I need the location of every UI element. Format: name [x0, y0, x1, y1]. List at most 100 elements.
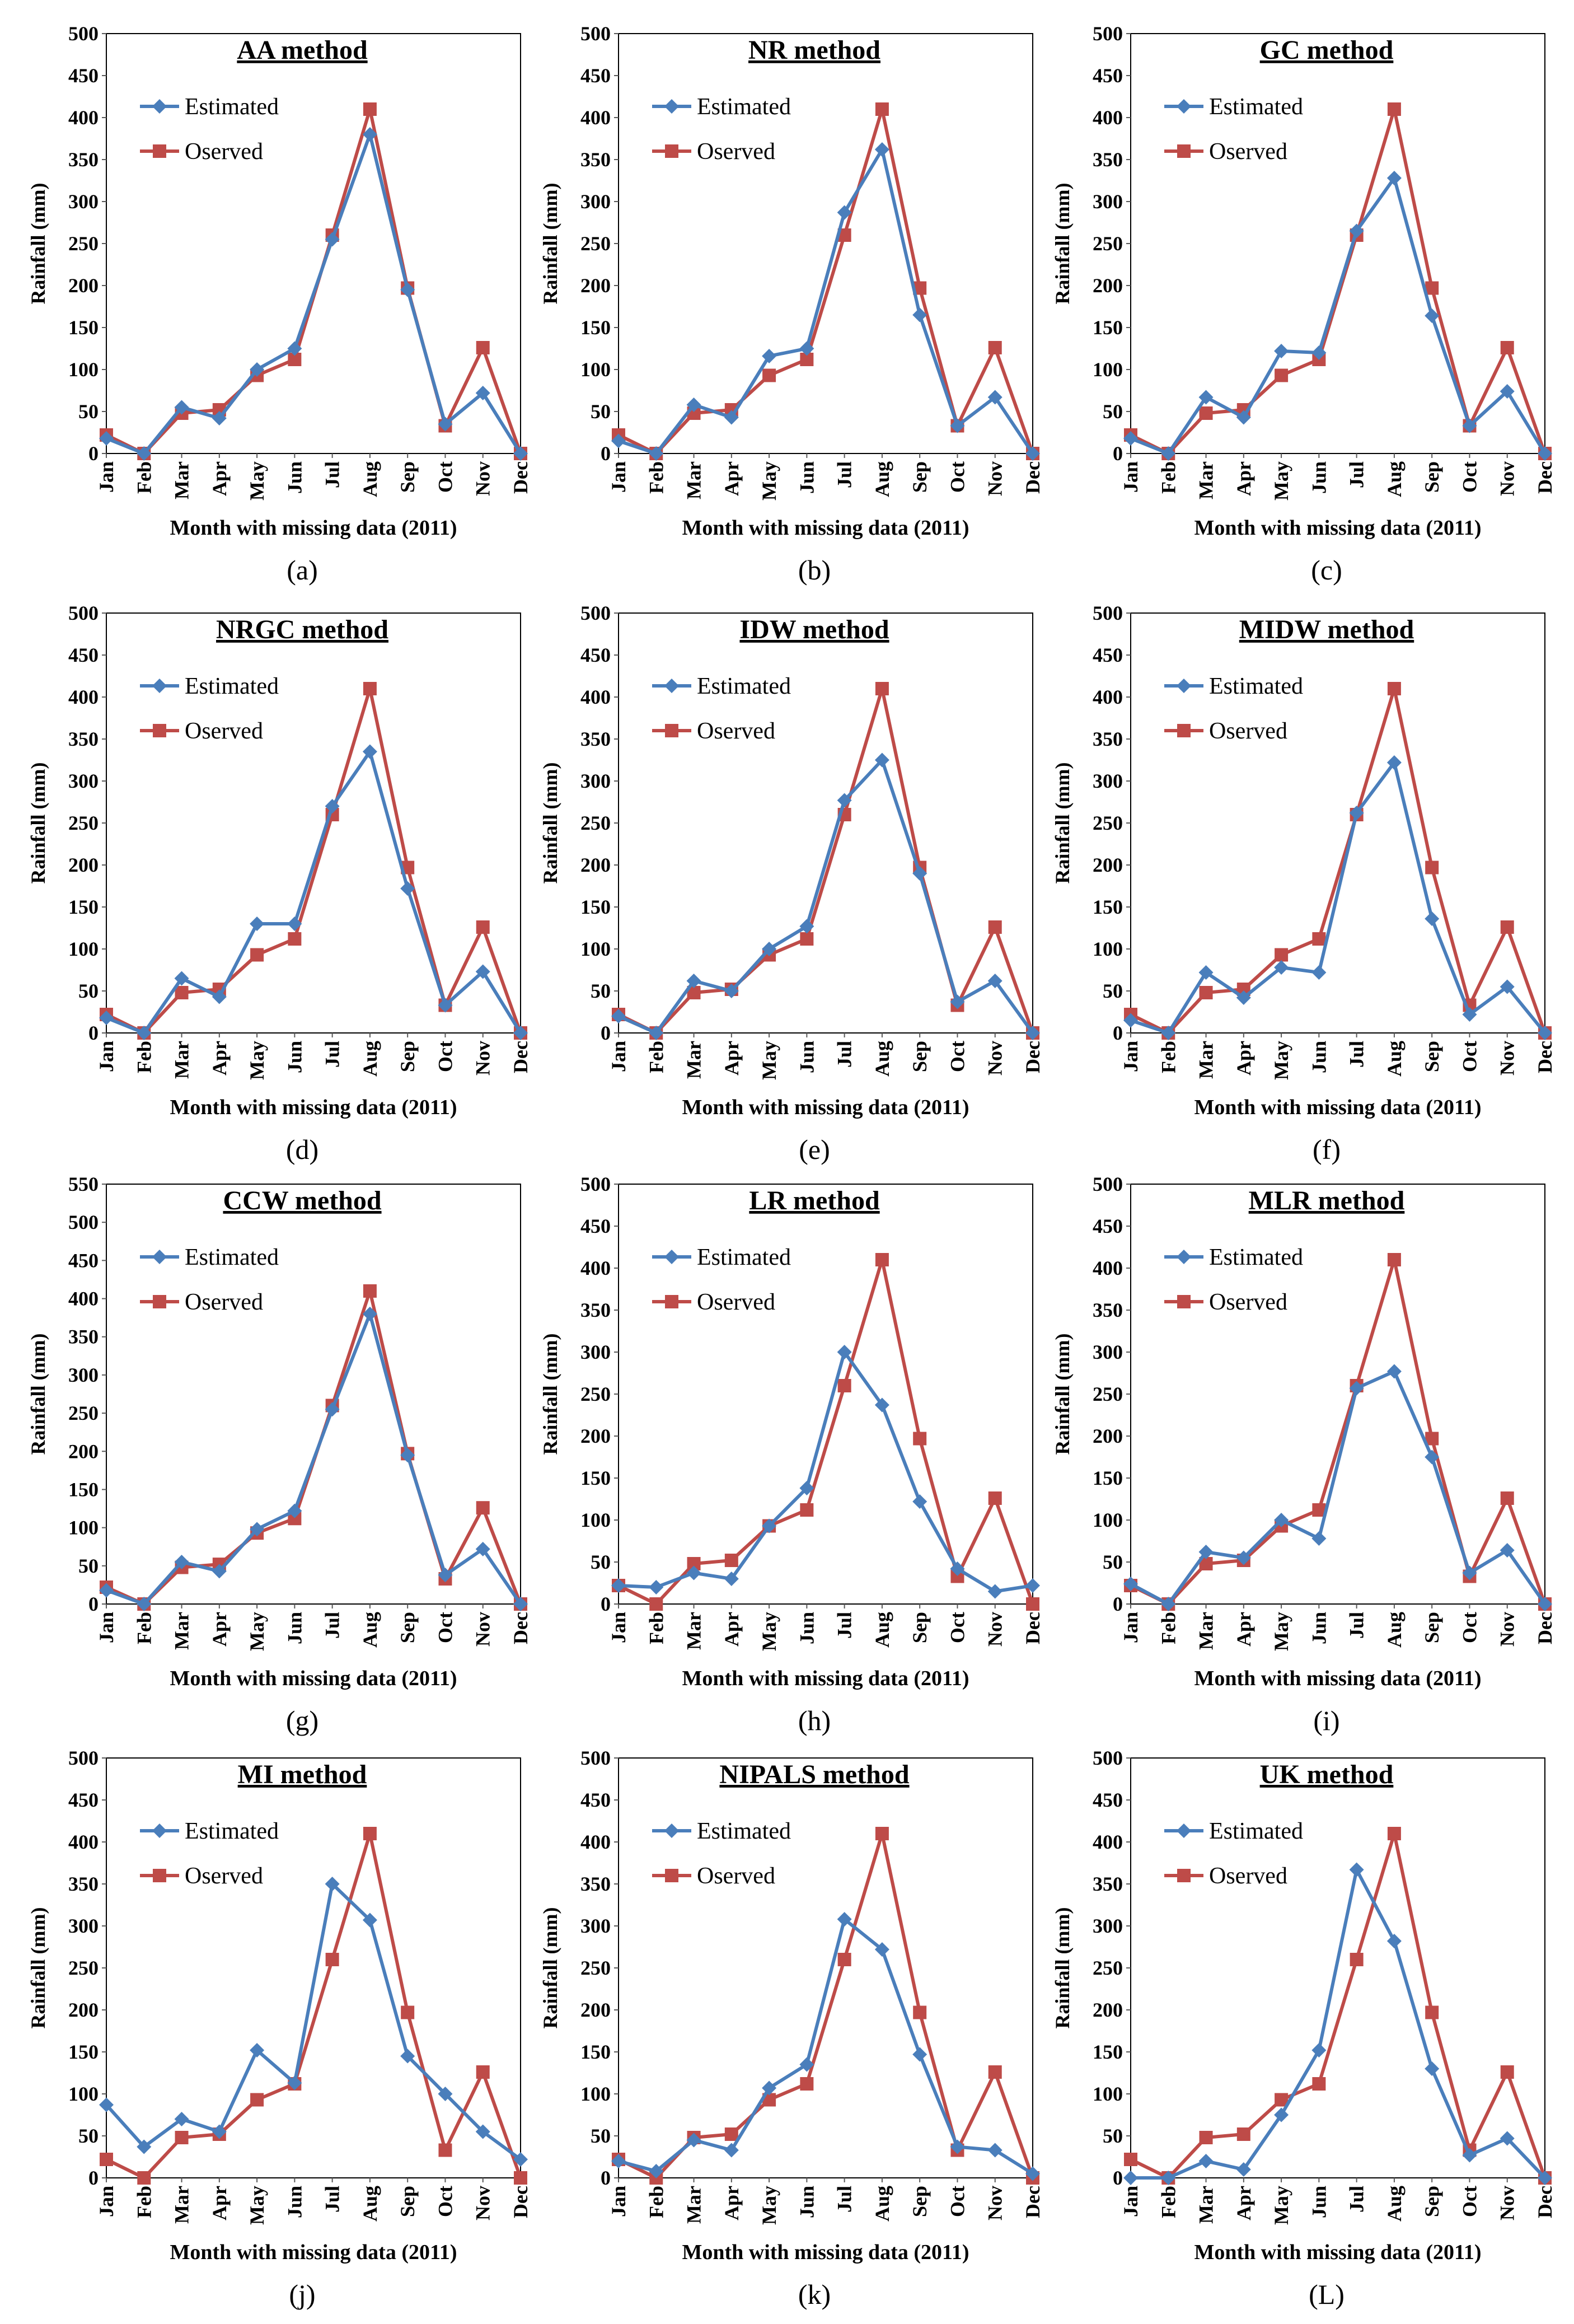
y-tick-label: 300	[68, 190, 99, 213]
data-point-observed	[913, 2005, 927, 2019]
x-tick-label: Feb	[1157, 1041, 1179, 1073]
y-tick-label: 450	[1093, 1789, 1123, 1811]
plot-frame	[618, 612, 1033, 1034]
x-axis-label: Month with missing data (2011)	[682, 2241, 969, 2264]
legend-label: Estimated	[697, 94, 791, 120]
data-point-estimated	[287, 1503, 302, 1518]
x-tick-label: Nov	[1496, 1612, 1519, 1647]
legend-label: Oserved	[697, 718, 775, 744]
data-point-estimated	[799, 2057, 814, 2072]
data-point-estimated	[611, 2154, 626, 2168]
x-tick-label: Aug	[359, 461, 381, 497]
data-point-observed	[724, 2127, 738, 2141]
y-axis-label: Rainfall (mm)	[27, 1907, 49, 2029]
legend-marker-diamond	[1177, 99, 1191, 114]
data-point-observed	[988, 341, 1002, 354]
x-tick-label: Apr	[1233, 1041, 1255, 1076]
data-point-estimated	[987, 974, 1003, 988]
chart-title: MI method	[238, 1760, 367, 1789]
data-point-observed	[800, 932, 814, 946]
x-tick-label: Jan	[607, 1612, 630, 1643]
data-point-estimated	[99, 1583, 114, 1598]
x-tick-label: Feb	[133, 461, 155, 494]
x-tick-label: Jan	[1119, 1612, 1142, 1643]
x-tick-label: Dec	[1022, 461, 1044, 494]
y-tick-label: 0	[88, 1593, 99, 1615]
data-point-estimated	[1025, 446, 1040, 461]
data-point-estimated	[649, 1026, 664, 1040]
legend-marker-square	[1177, 1295, 1191, 1308]
data-point-estimated	[724, 410, 739, 425]
data-point-estimated	[799, 1481, 814, 1495]
x-tick-label: Jul	[321, 461, 344, 488]
series-line-estimated	[105, 133, 522, 455]
x-axis-label: Month with missing data (2011)	[170, 516, 457, 540]
data-point-estimated	[1236, 1550, 1251, 1565]
y-tick-label: 200	[580, 274, 611, 297]
data-point-observed	[762, 368, 776, 382]
data-point-estimated	[400, 1448, 415, 1463]
y-axis-label: Rainfall (mm)	[27, 1334, 49, 1455]
x-tick-label: Jan	[95, 2186, 118, 2217]
data-point-estimated	[649, 1580, 664, 1594]
data-point-observed	[1500, 1491, 1514, 1505]
x-tick-label: Oct	[434, 1041, 456, 1072]
plot-frame	[1130, 33, 1545, 454]
series-line-oserved	[1130, 1832, 1547, 2180]
y-tick-label: 100	[1093, 1509, 1123, 1531]
legend-marker-diamond	[1177, 1250, 1191, 1264]
x-axis-label: Month with missing data (2011)	[682, 1667, 969, 1690]
x-tick-label: Jun	[795, 2186, 818, 2218]
data-point-estimated	[1236, 2162, 1251, 2177]
x-tick-label: Aug	[359, 1612, 381, 1648]
data-point-observed	[325, 1953, 339, 1966]
y-tick-label: 450	[68, 1249, 99, 1271]
x-tick-label: Oct	[1458, 461, 1481, 493]
x-tick-label: Feb	[1157, 461, 1179, 494]
x-tick-label: Nov	[984, 2186, 1006, 2220]
data-point-observed	[875, 102, 889, 116]
legend-label: Estimated	[1209, 1818, 1303, 1844]
data-point-estimated	[212, 411, 227, 425]
data-point-estimated	[513, 1026, 528, 1040]
legend-marker-square	[153, 724, 166, 737]
series-line-estimated	[617, 758, 1034, 1035]
x-tick-label: Nov	[472, 1041, 494, 1076]
data-point-observed	[875, 1253, 889, 1266]
y-tick-label: 50	[1103, 2125, 1123, 2147]
x-tick-label: Aug	[1383, 2186, 1406, 2222]
y-tick-label: 350	[68, 148, 99, 171]
data-point-estimated	[686, 398, 701, 412]
chart-panel: 0 50 100 150 200 250 300 350 400 450 500 Jan Feb Mar A…	[539, 1173, 1044, 1736]
x-tick-label: Nov	[472, 2186, 494, 2220]
data-point-observed	[1312, 2077, 1326, 2091]
series-line-oserved	[105, 1832, 522, 2180]
data-point-estimated	[250, 362, 265, 377]
y-tick-label: 350	[580, 1299, 611, 1321]
data-point-observed	[476, 1501, 490, 1515]
x-tick-label: May	[758, 1612, 780, 1651]
data-point-estimated	[611, 1578, 626, 1593]
data-point-observed	[1387, 102, 1401, 116]
series-line-estimated	[1130, 761, 1547, 1035]
data-point-estimated	[99, 2097, 114, 2112]
x-tick-label: Jul	[1346, 461, 1368, 488]
legend-label: Oserved	[1209, 718, 1287, 744]
data-point-estimated	[475, 2124, 490, 2139]
y-tick-label: 100	[580, 358, 611, 381]
y-tick-label: 450	[580, 1789, 611, 1811]
y-tick-label: 50	[1103, 1551, 1123, 1573]
x-tick-label: Feb	[645, 2186, 667, 2218]
y-tick-label: 500	[580, 22, 611, 45]
data-point-estimated	[649, 446, 664, 461]
x-tick-label: Sep	[396, 1041, 419, 1072]
y-tick-label: 50	[591, 400, 611, 423]
legend-label: Oserved	[697, 1289, 775, 1315]
x-tick-label: May	[758, 1041, 780, 1080]
data-point-observed	[1312, 932, 1326, 946]
x-tick-label: Jun	[795, 1041, 818, 1073]
data-point-estimated	[400, 881, 415, 896]
data-point-estimated	[686, 1565, 701, 1580]
data-point-observed	[476, 341, 490, 354]
data-point-observed	[1199, 406, 1213, 420]
